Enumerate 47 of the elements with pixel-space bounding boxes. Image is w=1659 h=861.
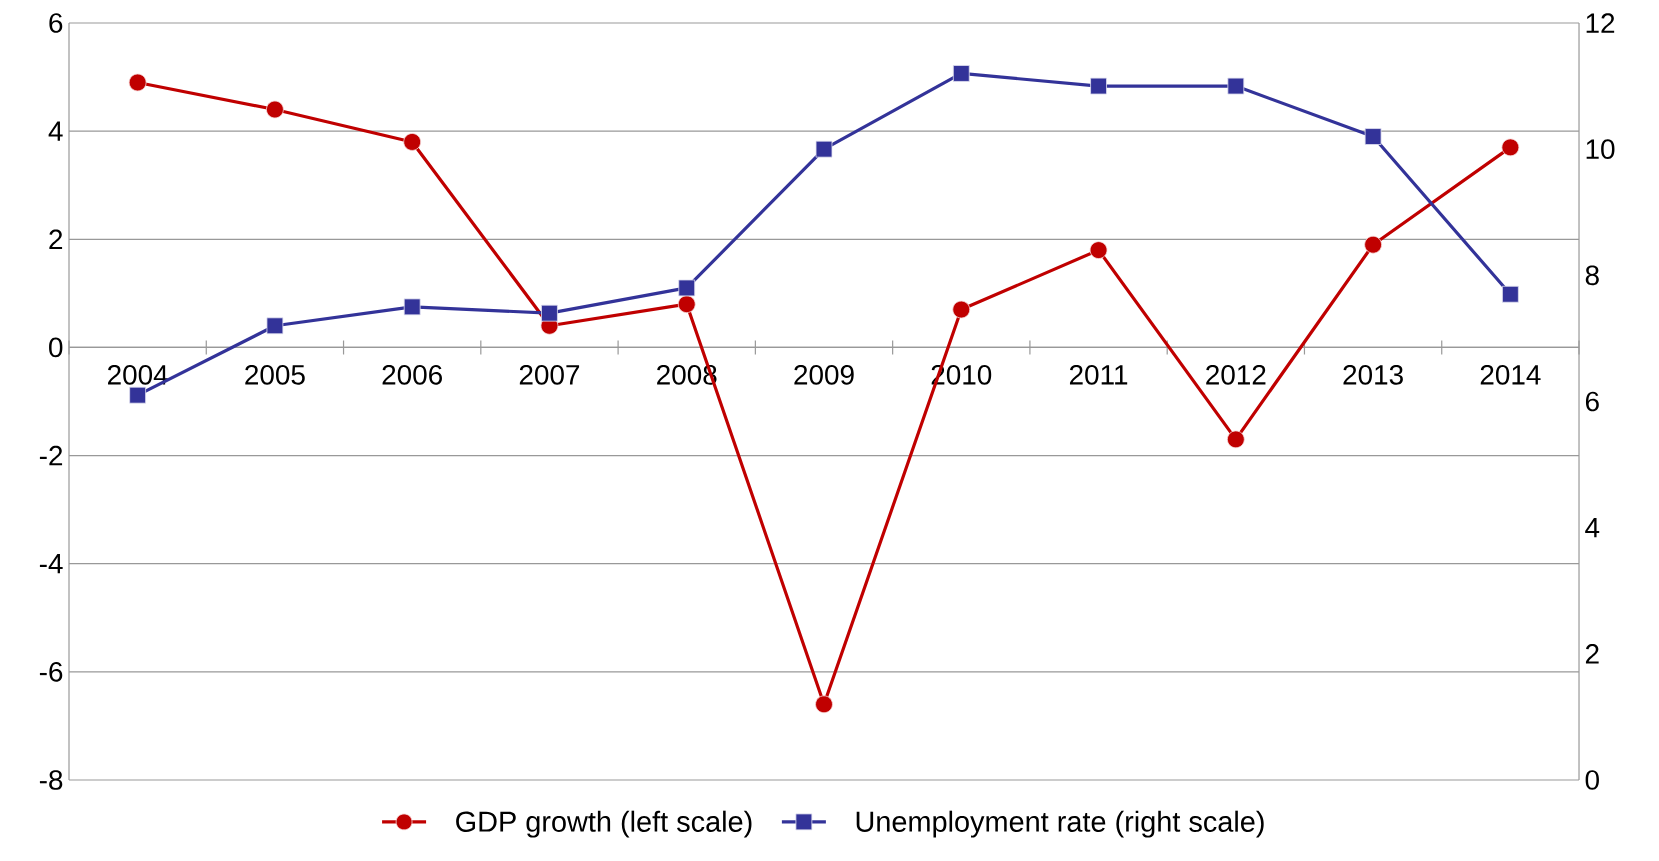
legend-label: Unemployment rate (right scale): [856, 810, 1264, 838]
point: [1502, 285, 1519, 303]
point: [1364, 235, 1382, 254]
x-tick-label: 2005: [245, 364, 305, 385]
y-tick-label: 6: [49, 13, 63, 33]
point: [1226, 430, 1245, 449]
y2-tick-label: 2: [1585, 644, 1599, 664]
point: [815, 695, 833, 714]
legend-label: GDP growth (left scale): [456, 810, 752, 838]
x-tick-label: 2006: [382, 364, 442, 385]
x-tick-label: 2009: [794, 364, 854, 385]
y-tick-label: -2: [39, 445, 63, 466]
point: [952, 300, 971, 319]
y-tick-label: -6: [39, 661, 63, 682]
point: [128, 73, 147, 92]
x-tick-label: 2011: [1069, 364, 1128, 385]
point: [266, 317, 284, 335]
point: [1090, 77, 1107, 95]
y2-tick-label: 10: [1586, 139, 1615, 160]
point: [403, 298, 421, 316]
point: [952, 65, 970, 82]
point: [541, 304, 558, 322]
point: [1089, 241, 1108, 259]
y2-tick-label: 0: [1585, 770, 1599, 790]
x-tick-label: 2004: [108, 364, 168, 385]
x-tick-label: 2007: [519, 364, 580, 385]
y-tick-label: -8: [39, 770, 63, 790]
point: [403, 133, 422, 151]
point: [1227, 77, 1245, 95]
point: [815, 140, 833, 158]
y-tick-label: 4: [48, 121, 63, 141]
x-tick-label: 2012: [1206, 364, 1266, 385]
y2-tick-label: 4: [1585, 518, 1600, 538]
y2-tick-label: 12: [1586, 13, 1615, 33]
y2-tick-label: 8: [1585, 265, 1599, 286]
x-tick-label: 2014: [1480, 364, 1541, 385]
point: [266, 100, 284, 119]
point: [129, 386, 147, 404]
point: [1364, 128, 1382, 145]
y-tick-label: -4: [39, 554, 63, 574]
y-tick-label: 2: [49, 229, 63, 250]
y-tick-label: 0: [49, 337, 63, 358]
x-tick-label: 2013: [1343, 364, 1403, 385]
point: [677, 295, 696, 314]
point: [1501, 138, 1520, 157]
y2-tick-label: 6: [1585, 391, 1599, 412]
point: [678, 279, 696, 297]
